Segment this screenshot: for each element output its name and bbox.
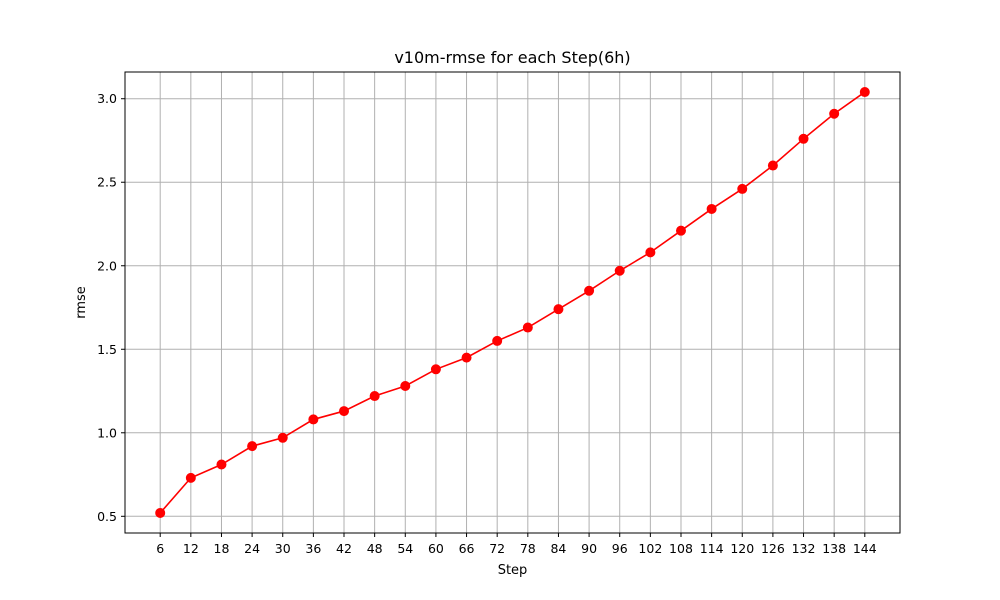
data-point bbox=[430, 364, 441, 375]
y-tick-label: 1.5 bbox=[97, 342, 117, 357]
data-point bbox=[185, 472, 196, 483]
data-point bbox=[737, 183, 748, 194]
y-tick-label: 3.0 bbox=[97, 91, 117, 106]
data-point bbox=[553, 304, 564, 315]
plot-frame bbox=[124, 71, 901, 534]
series-line bbox=[159, 91, 866, 514]
data-point bbox=[675, 225, 686, 236]
x-tick-label: 102 bbox=[638, 541, 662, 556]
x-axis-label: Step bbox=[498, 563, 528, 578]
data-point bbox=[584, 285, 595, 296]
data-point bbox=[247, 441, 258, 452]
x-tick-label: 132 bbox=[792, 541, 816, 556]
x-tick-label: 138 bbox=[822, 541, 846, 556]
axis-ticks: 6 12 18 24 30 36 42 48 54 60 66 72 78 84 90 96 102 108 114… bbox=[97, 91, 877, 556]
grid bbox=[125, 72, 900, 533]
x-tick-label: 84 bbox=[550, 541, 566, 556]
x-tick-label: 30 bbox=[275, 541, 291, 556]
x-tick-label: 114 bbox=[700, 541, 724, 556]
x-tick-label: 66 bbox=[459, 541, 475, 556]
data-point bbox=[767, 160, 778, 171]
x-tick-label: 24 bbox=[244, 541, 260, 556]
data-point bbox=[461, 352, 472, 363]
data-point bbox=[522, 322, 533, 333]
x-tick-label: 48 bbox=[367, 541, 383, 556]
data-point bbox=[614, 265, 625, 276]
y-axis-label: rmse bbox=[74, 286, 89, 319]
x-tick-label: 144 bbox=[853, 541, 877, 556]
data-point bbox=[308, 414, 319, 425]
x-tick-label: 18 bbox=[214, 541, 230, 556]
x-tick-label: 72 bbox=[489, 541, 505, 556]
data-point bbox=[859, 87, 870, 98]
data-point bbox=[706, 203, 717, 214]
y-tick-label: 2.0 bbox=[97, 258, 117, 273]
x-tick-label: 78 bbox=[520, 541, 536, 556]
data-point bbox=[369, 391, 380, 402]
data-point bbox=[400, 381, 411, 392]
x-tick-label: 12 bbox=[183, 541, 199, 556]
chart-title: v10m-rmse for each Step(6h) bbox=[394, 48, 630, 67]
x-tick-label: 60 bbox=[428, 541, 444, 556]
data-point bbox=[216, 459, 227, 470]
x-tick-label: 90 bbox=[581, 541, 597, 556]
x-tick-label: 54 bbox=[397, 541, 413, 556]
data-point bbox=[829, 108, 840, 119]
x-tick-label: 6 bbox=[156, 541, 164, 556]
data-point bbox=[339, 406, 350, 417]
data-point bbox=[277, 432, 288, 443]
data-point bbox=[155, 507, 166, 518]
y-tick-label: 0.5 bbox=[97, 509, 117, 524]
y-tick-label: 2.5 bbox=[97, 175, 117, 190]
y-tick-label: 1.0 bbox=[97, 425, 117, 440]
x-tick-label: 96 bbox=[612, 541, 628, 556]
data-point bbox=[798, 133, 809, 144]
x-tick-label: 36 bbox=[305, 541, 321, 556]
data-point bbox=[645, 247, 656, 258]
series bbox=[155, 87, 870, 518]
x-tick-label: 126 bbox=[761, 541, 785, 556]
x-tick-label: 108 bbox=[669, 541, 693, 556]
x-tick-label: 120 bbox=[730, 541, 754, 556]
data-point bbox=[492, 335, 503, 346]
x-tick-label: 42 bbox=[336, 541, 352, 556]
